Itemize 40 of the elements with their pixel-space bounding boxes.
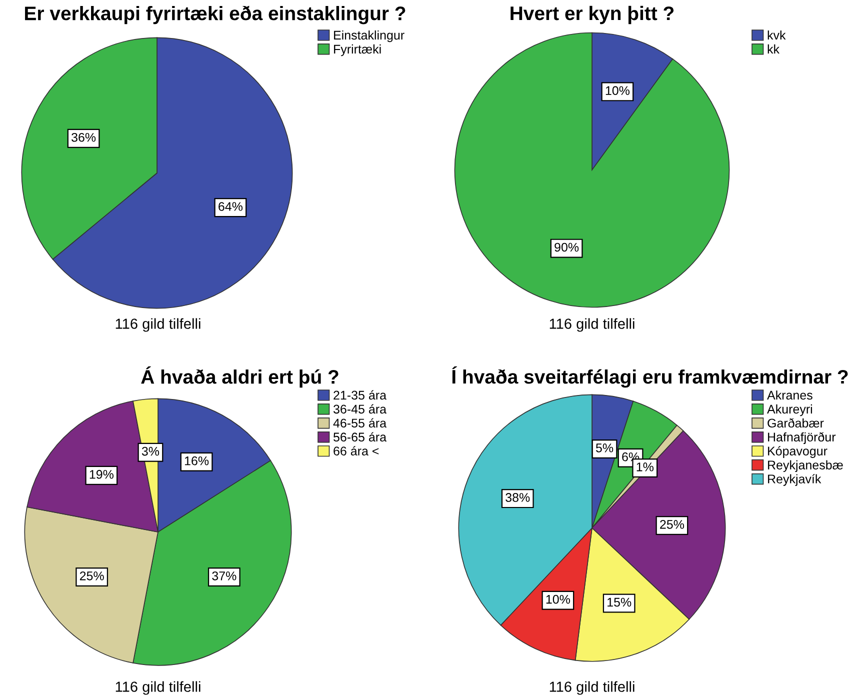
legend-label: Hafnafjörður <box>768 432 836 444</box>
legend-label: kvk <box>768 30 786 40</box>
data-label: 19% <box>90 470 114 479</box>
data-label: 15% <box>608 598 632 607</box>
legend-label: 36-45 ára <box>333 404 387 414</box>
legend-label: kk <box>768 44 780 54</box>
text: 116 gild tilfelli <box>116 318 200 332</box>
data-label: 64% <box>218 202 243 211</box>
legend-label: Akranes <box>767 390 812 400</box>
chart-title: Hvert er kyn þitt ? <box>510 6 674 24</box>
data-label: 1% <box>636 462 654 472</box>
data-label: 90% <box>554 242 579 252</box>
data-label: 3% <box>142 446 160 456</box>
legend-label: Reykjavík <box>768 474 822 486</box>
data-label: 5% <box>596 444 614 452</box>
data-label: 37% <box>212 571 236 580</box>
pie-slice <box>454 32 730 308</box>
data-label: 36% <box>72 132 96 142</box>
data-label: 10% <box>546 594 570 604</box>
text: 116 gild tilfelli <box>116 681 200 695</box>
chart-title: Í hvaða sveitarfélagi eru framkvæmdirnar ? <box>452 366 848 388</box>
data-label: 25% <box>660 520 684 529</box>
data-label: 25% <box>80 571 104 580</box>
legend-label: 56-65 ára <box>334 432 387 442</box>
legend-label: 46-55 ára <box>333 418 387 428</box>
legend-label: Einstaklingur <box>334 30 404 42</box>
legend-label: 66 ára < <box>334 446 379 456</box>
chart-title: Á hvaða aldri ert þú ? <box>141 366 338 388</box>
data-label: 38% <box>506 493 530 502</box>
data-label: 16% <box>184 456 209 466</box>
legend-label: Garðabær <box>768 418 824 428</box>
chart-title: Er verkkaupi fyrirtæki eða einstaklingur ? <box>25 6 406 24</box>
legend-label: Reykjanesbæ <box>768 460 843 472</box>
legend-label: 21-35 ára <box>334 390 387 400</box>
legend-label: Kópavogur <box>768 446 828 458</box>
legend-label: Fyrirtæki <box>334 44 381 56</box>
data-label: 10% <box>606 86 630 96</box>
legend-label: Akureyri <box>767 404 812 416</box>
text: 116 gild tilfelli <box>550 681 634 695</box>
text: 116 gild tilfelli <box>550 318 634 332</box>
